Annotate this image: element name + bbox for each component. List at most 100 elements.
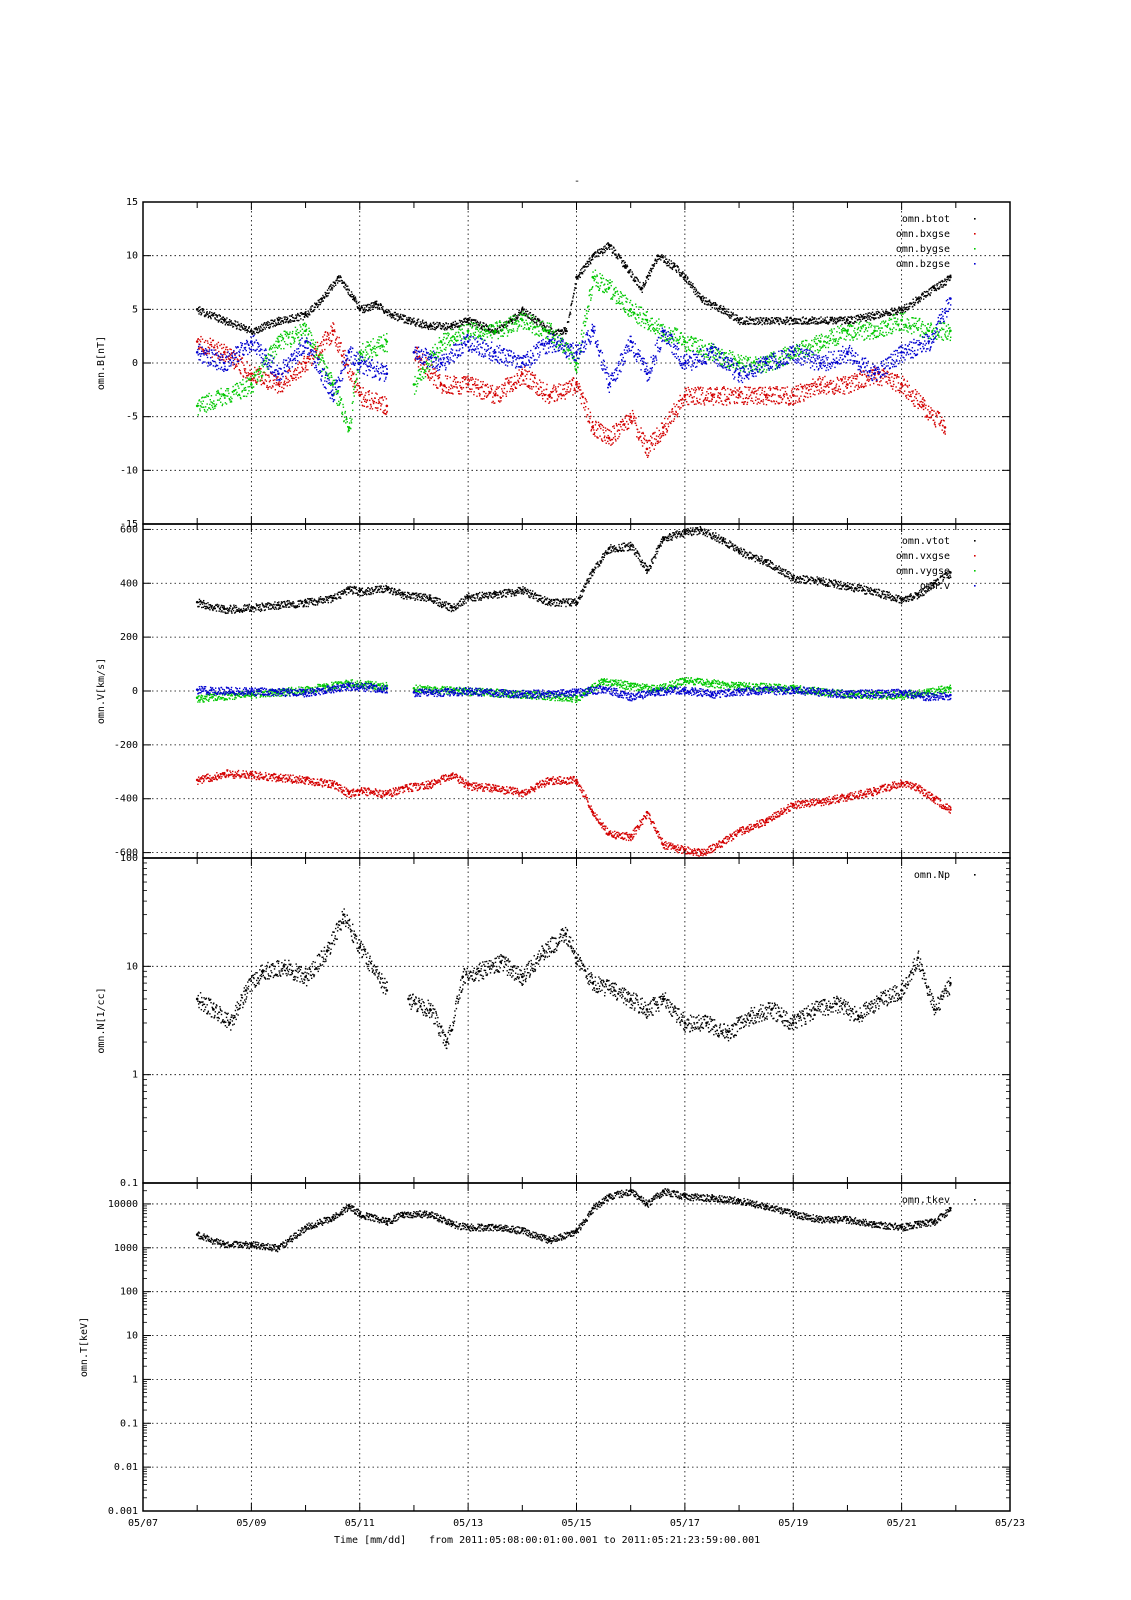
data-point-dense [354,381,357,384]
data-point-dense [220,343,223,346]
data-point-dense [479,393,481,395]
data-point-dense [674,413,676,415]
data-point-dense [481,386,483,389]
data-point-dense [682,278,685,280]
data-point-dense [426,368,428,370]
data-point-dense [724,399,726,402]
data-point-dense [367,345,370,347]
data-point-dense [929,417,931,419]
data-point-dense [842,376,845,378]
data-point-dense [626,428,628,431]
data-point-dense [310,308,312,310]
data-point-dense [674,263,676,265]
data-point-dense [710,388,712,390]
data-point-dense [243,364,245,366]
data-point-dense [857,316,860,318]
data-point-dense [304,322,306,324]
data-point-dense [510,318,513,321]
data-point-dense [672,266,674,269]
data-point-dense [513,375,516,377]
data-point-dense [470,333,472,335]
data-point-dense [515,323,517,325]
data-point-dense [250,382,253,384]
data-point-dense [698,292,700,294]
data-point-dense [687,403,690,406]
data-point-dense [839,388,842,390]
data-point-dense [366,341,368,343]
data-point-dense [557,395,560,398]
data-point-dense [678,268,680,270]
data-point-dense [651,444,653,447]
data-point-dense [288,368,290,371]
data-point-dense [723,387,725,390]
data-point-dense [427,377,429,379]
data-point-dense [340,399,342,401]
data-point-dense [197,338,199,340]
data-point-dense [722,404,725,406]
data-point-dense [405,319,408,321]
data-point-dense [794,402,797,404]
data-point-dense [879,316,882,318]
data-point-dense [552,387,554,390]
data-point-dense [545,337,547,339]
data-point-dense [329,285,332,287]
data-point-dense [328,292,330,294]
data-point-dense [929,287,932,290]
data-point-dense [693,389,695,391]
data-point-dense [617,437,619,440]
data-point-dense [357,307,359,309]
data-point-dense [280,348,282,350]
data-point-dense [292,337,295,339]
data-point-dense [529,312,532,314]
data-point-dense [833,388,835,390]
data-point-dense [477,321,479,324]
data-point-dense [296,314,299,316]
data-point-dense [580,350,582,352]
data-point-dense [317,345,319,348]
data-point-dense [622,303,624,305]
data-point-dense [625,297,628,299]
data-point-dense [416,323,418,325]
data-point-dense [501,325,503,327]
data-point-dense [602,440,604,442]
data-point-dense [202,348,205,351]
data-point-dense [753,391,756,393]
data-point-dense [503,387,506,390]
data-point-dense [585,317,587,319]
data-point-dense [488,329,490,332]
data-point-dense [447,391,450,394]
data-point-dense [339,402,342,404]
data-point-dense [220,352,222,355]
data-point-dense [850,380,853,382]
data-point-dense [514,387,517,390]
data-point-dense [308,312,310,314]
data-point-dense [920,400,922,403]
data-point-dense [523,321,525,324]
data-point-dense [686,276,689,278]
data-point-dense [629,299,632,302]
data-point-dense [809,393,811,395]
data-point-dense [318,356,320,358]
data-point-dense [460,393,462,395]
data-point-dense [602,252,604,255]
data-point-dense [449,325,451,328]
data-point-dense [618,297,620,300]
data-point-dense [892,309,895,312]
data-point-dense [226,321,229,324]
data-point-dense [285,377,288,379]
data-point-dense [441,324,443,327]
data-point-dense [648,274,650,277]
data-point-dense [344,412,346,414]
data-point-dense [565,382,568,384]
data-point-dense [528,370,530,373]
data-point-dense [760,317,762,319]
data-point-dense [367,310,370,312]
data-point-dense [674,413,677,416]
data-point-dense [869,318,871,320]
data-point-dense [555,391,557,393]
data-point-dense [590,415,592,418]
data-point-dense [482,334,484,337]
data-point-dense [886,381,888,383]
data-point-dense [235,325,237,327]
data-point-dense [463,376,465,378]
